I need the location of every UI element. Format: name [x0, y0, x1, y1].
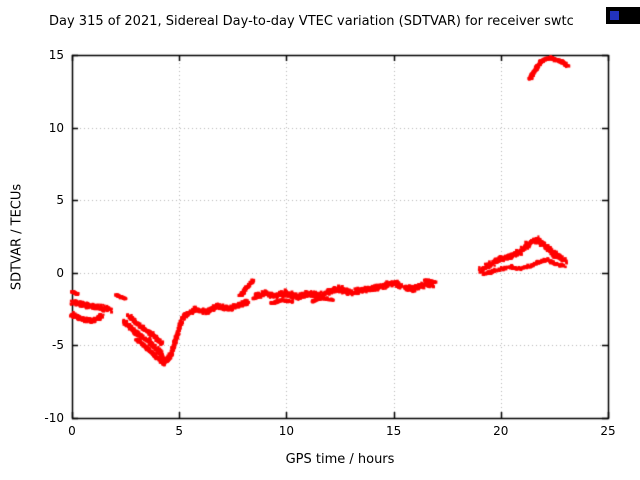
y-tick-label: 10	[48, 120, 64, 135]
x-tick-label: 0	[68, 424, 76, 438]
x-axis-label: GPS time / hours	[285, 452, 395, 467]
y-tick-label: -10	[44, 411, 64, 425]
y-tick-label: 15	[48, 48, 64, 62]
x-tick-label: 5	[175, 424, 183, 438]
x-tick-label: 25	[600, 424, 616, 438]
x-tick-label: 20	[493, 424, 509, 438]
corner-badge	[606, 7, 640, 24]
x-tick-label: 15	[385, 424, 402, 438]
chart-title: Day 315 of 2021, Sidereal Day-to-day VTE…	[49, 14, 574, 29]
y-tick-label: -5	[52, 338, 64, 353]
x-tick-label: 10	[278, 424, 295, 438]
y-tick-label: 5	[56, 193, 64, 208]
corner-badge-accent	[610, 11, 619, 20]
y-tick-label: 0	[56, 265, 64, 280]
